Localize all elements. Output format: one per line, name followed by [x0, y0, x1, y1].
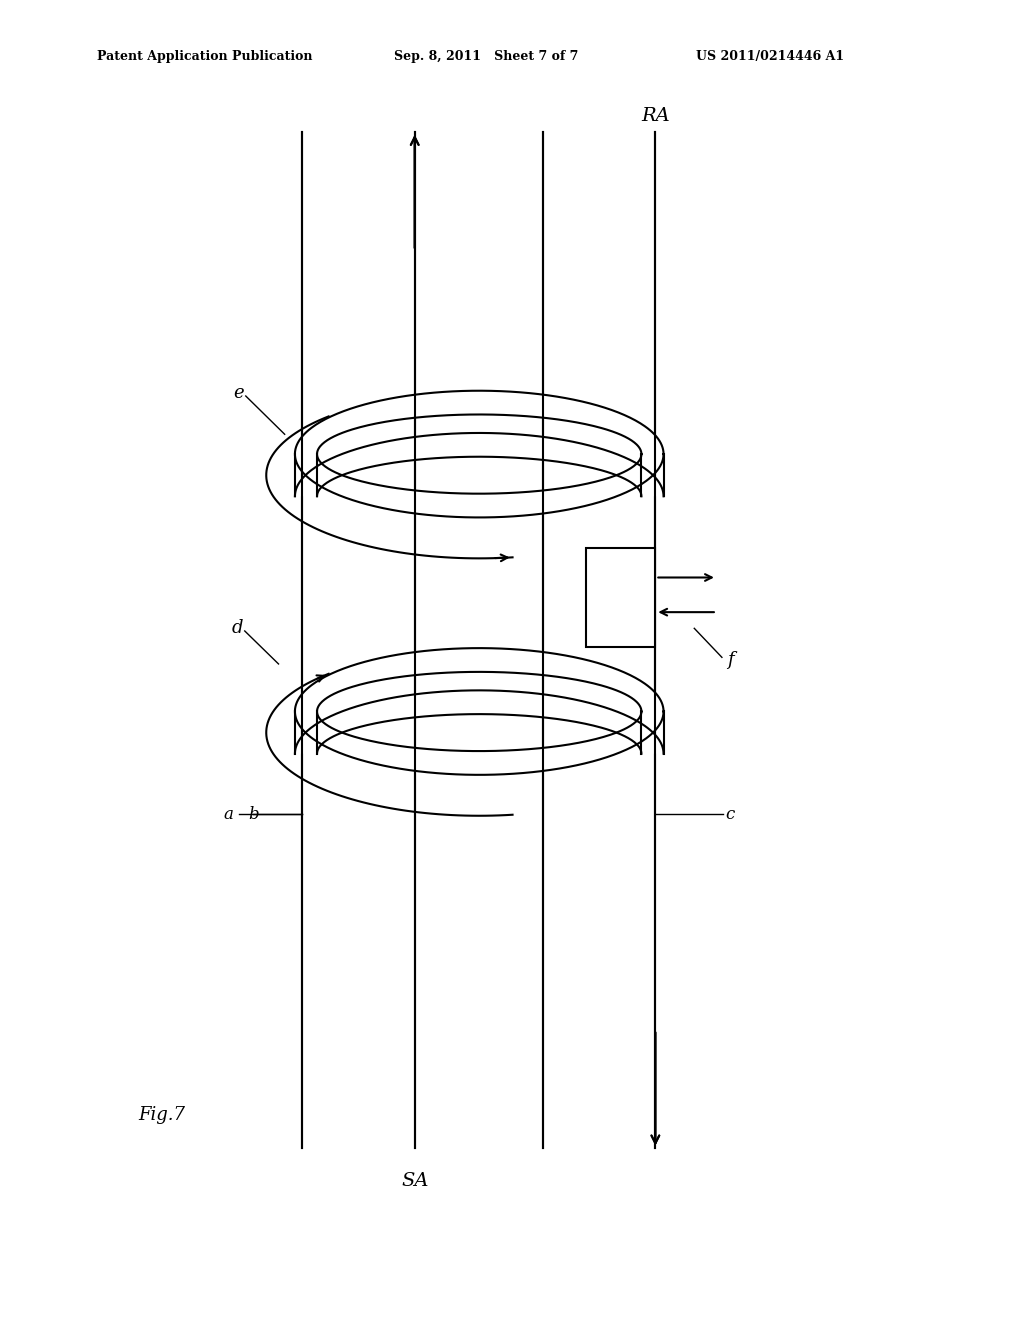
Bar: [586, 548, 655, 647]
Text: d: d: [231, 619, 243, 638]
Text: SA: SA: [401, 1172, 428, 1191]
Text: RA: RA: [641, 107, 670, 125]
Polygon shape: [295, 391, 664, 517]
Text: c: c: [725, 807, 734, 822]
Text: f: f: [727, 651, 733, 669]
Polygon shape: [295, 648, 664, 775]
Text: Patent Application Publication: Patent Application Publication: [97, 50, 312, 63]
Bar: [586, 548, 655, 647]
Text: US 2011/0214446 A1: US 2011/0214446 A1: [696, 50, 845, 63]
Text: e: e: [233, 384, 244, 403]
Text: Sep. 8, 2011   Sheet 7 of 7: Sep. 8, 2011 Sheet 7 of 7: [394, 50, 579, 63]
Text: b: b: [248, 807, 258, 822]
Polygon shape: [295, 433, 664, 496]
Text: Fig.7: Fig.7: [138, 1106, 185, 1125]
Text: a: a: [223, 807, 233, 822]
Polygon shape: [295, 690, 664, 754]
